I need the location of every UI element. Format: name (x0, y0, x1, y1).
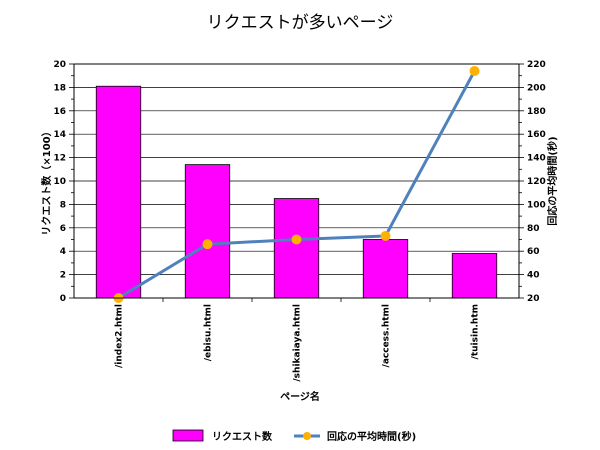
bar (184, 164, 231, 299)
y-tick-label: 4 (60, 247, 66, 257)
y-tick-label: 16 (53, 107, 66, 117)
legend-bar-label: リクエスト数 (212, 430, 273, 443)
y-tick-label: 18 (53, 83, 66, 93)
y2-tick-label: 220 (527, 60, 546, 70)
bar (95, 85, 142, 299)
y2-tick-label: 180 (527, 107, 546, 117)
y-tick-label: 2 (60, 271, 66, 281)
bar (273, 198, 320, 299)
y2-tick-label: 20 (527, 294, 540, 304)
y-tick-label: 14 (53, 130, 66, 140)
y2-axis-label: 回応の平均時間(秒) (546, 136, 559, 225)
y2-tick-label: 200 (527, 83, 546, 93)
y2-axis-ticks: 20 40 60 80 100 120 140 160 180 200 220 (519, 60, 546, 304)
y-tick-label: 12 (53, 154, 66, 164)
y-tick-label: 20 (53, 60, 66, 70)
y2-tick-label: 100 (527, 200, 546, 210)
y-tick-label: 6 (60, 224, 66, 234)
y2-tick-label: 60 (527, 247, 540, 257)
y2-tick-label: 140 (527, 154, 546, 164)
legend-line-label: 回応の平均時間(秒) (327, 430, 416, 443)
y-axis-ticks: 0 2 4 6 8 10 12 14 16 18 20 (53, 60, 74, 304)
chart-title: リクエストが多いページ (207, 13, 394, 33)
y2-tick-label: 80 (527, 224, 540, 234)
legend: リクエスト数 回応の平均時間(秒) (172, 429, 416, 443)
y2-tick-label: 120 (527, 177, 546, 187)
axes (73, 63, 520, 299)
bar-series (95, 85, 498, 299)
line-point (291, 234, 302, 245)
line-point (469, 66, 480, 77)
x-axis-label: ページ名 (280, 390, 320, 403)
bar (451, 253, 498, 299)
x-tick-label: /tuisin.htm (471, 304, 481, 359)
y-axis-label: リクエスト数（×100） (40, 126, 53, 235)
bar (362, 239, 409, 299)
x-tick-label: /shikaiaya.html (293, 304, 303, 382)
line-point (202, 239, 213, 250)
y2-tick-label: 160 (527, 130, 546, 140)
x-tick-label: /access.html (382, 304, 392, 367)
y2-tick-label: 40 (527, 271, 540, 281)
y-tick-label: 0 (60, 294, 66, 304)
x-axis-ticks: /index2.html/ebisu.html/shikaiaya.html/a… (115, 298, 481, 382)
x-tick-label: /index2.html (115, 304, 125, 368)
x-tick-label: /ebisu.html (204, 304, 214, 361)
line-point (380, 230, 391, 241)
y-tick-label: 8 (60, 200, 66, 210)
legend-line-marker (303, 432, 311, 440)
y-tick-label: 10 (53, 177, 66, 187)
legend-bar-swatch (172, 429, 204, 442)
